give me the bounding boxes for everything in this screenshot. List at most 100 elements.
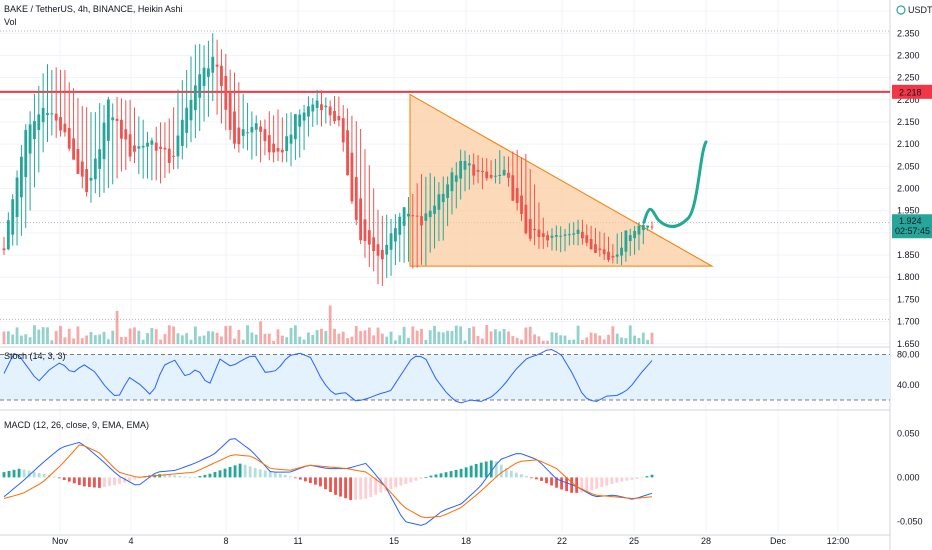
price-projection-drawing[interactable] <box>642 140 708 229</box>
candle-body <box>507 172 510 178</box>
volume-bar <box>150 328 154 344</box>
volume-bar <box>285 337 289 344</box>
volume-bar <box>541 340 545 344</box>
candle-body <box>589 238 593 250</box>
candle-body <box>341 118 345 143</box>
macd-histogram-bar <box>525 475 528 478</box>
volume-bar <box>337 333 341 344</box>
volume-bar <box>415 330 419 344</box>
triangle-shape[interactable] <box>409 93 714 267</box>
heikin-ashi-candles <box>2 33 654 286</box>
volume-bar <box>511 336 515 344</box>
macd-histogram-bar <box>409 477 413 483</box>
candle-body <box>463 161 467 170</box>
candle-body <box>633 230 637 239</box>
macd-histogram-bar <box>258 469 262 478</box>
candle-body <box>302 112 306 121</box>
macd-histogram-bar <box>459 468 463 478</box>
time-axis[interactable]: Nov 4 8 11 15 18 22 25 28 Dec 12:00 <box>52 536 849 546</box>
resistance-price-label: 2.218 <box>899 87 922 97</box>
candle-body <box>237 127 241 145</box>
volume-bar <box>433 325 436 344</box>
candle-body <box>315 100 319 108</box>
candle-body <box>480 170 484 173</box>
volume-bar <box>454 325 458 344</box>
macd-histogram-bar <box>193 477 197 478</box>
volume-bar <box>624 338 628 344</box>
volume-bar <box>467 327 471 344</box>
volume-bar <box>246 325 249 344</box>
volume-bar <box>172 326 176 344</box>
price-tick-label: 1.800 <box>897 272 920 282</box>
stochastic-pane[interactable] <box>0 348 890 404</box>
stoch-k-line <box>3 348 653 404</box>
volume-bar <box>111 330 115 344</box>
candle-body <box>594 244 597 253</box>
volume-bar <box>459 326 463 344</box>
macd-pane[interactable] <box>2 438 654 526</box>
volume-bar <box>489 331 493 344</box>
volume-bar <box>328 305 332 344</box>
candle-body <box>37 114 41 131</box>
descending-triangle-drawing[interactable] <box>409 93 714 267</box>
macd-histogram-bar <box>324 477 327 490</box>
macd-histogram-bar <box>303 477 307 482</box>
macd-histogram-bar <box>484 461 488 478</box>
candle-body <box>420 216 423 226</box>
candle-body <box>546 235 550 241</box>
time-tick-label: 22 <box>557 536 567 546</box>
candle-body <box>241 129 245 136</box>
volume-bar <box>215 332 219 344</box>
candle-body <box>441 193 445 203</box>
macd-histogram-bar <box>168 474 172 478</box>
candle-body <box>41 107 45 123</box>
candle-body <box>537 229 541 237</box>
volume-bar <box>424 339 428 344</box>
volume-label: Vol <box>4 17 17 27</box>
candle-body <box>485 171 489 179</box>
macd-histogram-bar <box>449 471 453 478</box>
candle-body <box>2 248 6 251</box>
volume-bar <box>324 331 328 344</box>
candle-body <box>559 235 563 237</box>
volume-bar <box>567 339 571 344</box>
macd-histogram-bar <box>344 477 347 499</box>
volume-bar <box>537 336 541 344</box>
candle-body <box>563 234 567 236</box>
volume-bar <box>398 335 402 344</box>
volume-bar <box>367 327 371 344</box>
candle-body <box>133 145 136 152</box>
macd-histogram-bar <box>555 477 558 488</box>
macd-histogram-bar <box>67 477 71 482</box>
macd-histogram-bar <box>600 477 604 488</box>
macd-histogram-bar <box>198 476 202 478</box>
volume-bar <box>189 339 193 344</box>
macd-histogram-bar <box>27 470 31 478</box>
volume-bar <box>167 325 171 344</box>
macd-histogram-bar <box>384 477 388 491</box>
volume-bar <box>176 333 180 344</box>
volume-bar <box>528 326 532 344</box>
volume-bar <box>554 332 558 344</box>
macd-histogram-bar <box>52 476 56 478</box>
stoch-tick-label: 40.00 <box>897 380 920 390</box>
macd-histogram-bar <box>509 470 513 478</box>
macd-histogram-bar <box>103 477 106 488</box>
candle-body <box>224 75 228 110</box>
macd-histogram-bar <box>499 464 503 478</box>
macd-histogram-bar <box>108 477 111 487</box>
volume-bar <box>193 326 197 344</box>
volume-bar <box>620 337 623 344</box>
candle-body <box>520 195 523 214</box>
candle-body <box>459 160 463 179</box>
candle-body <box>398 216 402 235</box>
volume-bar <box>289 327 293 344</box>
projection-curve[interactable] <box>642 140 708 229</box>
price-axis[interactable]: 2.350 2.300 2.250 2.200 2.150 2.100 2.050 2.000… <box>892 28 932 526</box>
candle-body <box>354 177 358 220</box>
volume-bar <box>202 335 206 344</box>
candle-body <box>176 135 180 157</box>
price-tick-label: 2.300 <box>897 50 920 60</box>
candle-body <box>259 126 263 132</box>
